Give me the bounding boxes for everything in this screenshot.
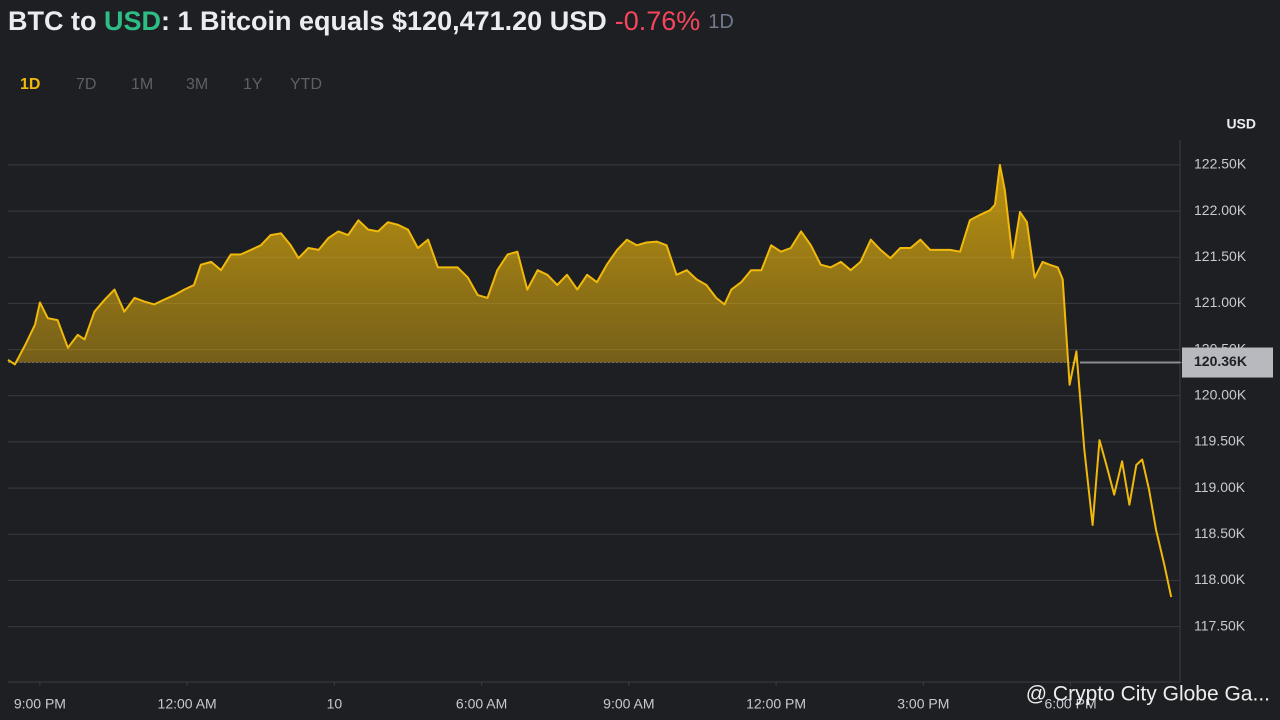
x-tick-label: 6:00 AM xyxy=(456,696,507,712)
title-text: : 1 Bitcoin equals $120,471.20 USD xyxy=(161,6,607,36)
x-tick-label: 3:00 PM xyxy=(897,696,949,712)
y-tick-label: 120.00K xyxy=(1194,386,1247,402)
current-price-label: 120.36K xyxy=(1194,353,1247,369)
range-button[interactable]: YTD xyxy=(290,76,322,93)
range-button[interactable]: 1Y xyxy=(243,76,263,93)
title-text: BTC to xyxy=(8,6,104,36)
y-tick-label: 119.00K xyxy=(1194,479,1246,495)
change: -0.76% xyxy=(615,6,701,36)
y-tick-label: 119.50K xyxy=(1194,433,1246,449)
x-tick-label: 10 xyxy=(327,696,343,712)
y-tick-label: 122.50K xyxy=(1194,156,1247,172)
y-tick-label: 121.50K xyxy=(1194,248,1247,264)
range-button[interactable]: 1D xyxy=(20,76,40,93)
y-tick-label: 117.50K xyxy=(1194,617,1246,633)
y-tick-label: 121.00K xyxy=(1194,294,1247,310)
price-line xyxy=(7,163,1173,598)
range-button[interactable]: 1M xyxy=(131,76,153,93)
y-tick-label: 118.50K xyxy=(1194,525,1246,541)
x-tick-label: 6:00 PM xyxy=(1044,696,1096,712)
watermark: @ Crypto City Globe Ga... xyxy=(1026,683,1270,706)
y-unit: USD xyxy=(1226,116,1256,132)
x-tick-label: 9:00 PM xyxy=(14,696,66,712)
range-button[interactable]: 3M xyxy=(186,76,208,93)
y-tick-label: 118.00K xyxy=(1194,571,1246,587)
area xyxy=(8,164,1078,363)
period: 1D xyxy=(708,11,734,33)
x-tick-label: 12:00 PM xyxy=(746,696,806,712)
x-tick-label: 12:00 AM xyxy=(158,696,217,712)
current-price-box xyxy=(1182,347,1273,378)
title-quote: USD xyxy=(104,6,161,36)
x-tick-label: 9:00 AM xyxy=(603,696,654,712)
y-tick-label: 122.00K xyxy=(1194,202,1247,218)
range-button[interactable]: 7D xyxy=(76,76,96,93)
title: BTC to USD: 1 Bitcoin equals $120,471.20… xyxy=(8,6,734,36)
